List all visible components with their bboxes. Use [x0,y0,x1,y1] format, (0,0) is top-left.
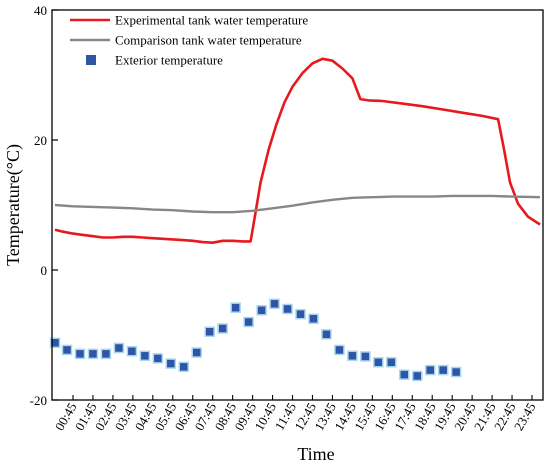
exterior-temp-point [282,303,293,315]
exterior-temp-point [126,346,138,357]
exterior-temp-point [100,348,112,360]
exterior-temp-point [61,344,73,356]
exterior-temp-point [373,357,384,368]
x-tick-label: 23:45 [511,400,539,433]
exterior-temp-point [243,316,254,328]
exterior-temp-point [256,305,267,316]
y-tick-label: 0 [41,263,48,278]
exterior-temp-point [437,364,449,376]
exterior-temp-point [321,329,332,340]
exterior-temp-point [113,342,125,354]
x-axis: 00:4501:4502:4503:4504:4505:4506:4507:45… [52,395,539,433]
exterior-temp-point [139,350,151,362]
exterior-temp-point [74,348,86,360]
exterior-temp-point [412,370,423,382]
exterior-temp-point [424,364,436,376]
exterior-temp-point [347,350,358,362]
y-axis-title: Temperature(°C) [3,144,24,266]
exterior-temp-point [360,351,371,362]
exterior-temp-point [450,366,462,378]
x-axis-title: Time [297,444,334,464]
exterior-temp-point [87,348,99,360]
legend-swatch [86,55,96,65]
exterior-temp-point [152,353,164,364]
exterior-temp-point [334,344,345,356]
exterior-temp-point [217,323,228,334]
exterior-temp-point [178,361,190,373]
plot-frame [51,9,544,401]
exterior-temp-point [386,357,397,368]
exterior-temp-point [308,313,319,324]
exterior-temp-point [204,326,215,337]
exterior-temp-point [230,302,241,313]
legend: Experimental tank water temperature Compa… [70,13,308,68]
y-tick-label: 40 [34,3,47,18]
exterior-temp-point [165,358,177,369]
legend-label: Experimental tank water temperature [115,13,308,28]
exterior-temp-point [191,347,202,358]
exterior-temp-point [399,369,410,380]
legend-label: Exterior temperature [115,53,223,68]
series-line-1 [54,194,541,214]
exterior-temp-point [269,298,280,310]
y-tick-label: -20 [30,393,47,408]
series-line-0 [54,57,541,244]
y-tick-label: 20 [34,133,47,148]
exterior-temp-point [295,308,306,320]
legend-label: Comparison tank water temperature [115,33,302,48]
exterior-temp-point [49,337,61,349]
plot-content [49,57,541,382]
y-axis: -20 0 20 40 [30,3,58,408]
